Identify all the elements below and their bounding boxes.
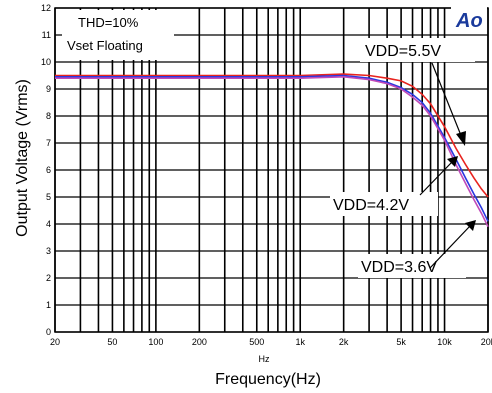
y-axis-title: Output Voltage (Vrms)	[14, 79, 31, 237]
callout-arrowhead-3v6	[465, 220, 476, 231]
callout-box-3v6	[358, 254, 466, 278]
x-tick-label: 20k	[481, 337, 492, 347]
x-tick-label: 50	[107, 337, 117, 347]
x-tick-label: 500	[249, 337, 264, 347]
x-tick-label: 5k	[396, 337, 406, 347]
callout-arrowhead-4v2	[447, 156, 458, 167]
y-tick-label: 11	[42, 30, 51, 40]
y-tick-label: 4	[46, 219, 51, 229]
logo-box	[451, 7, 487, 31]
x-tick-label: 20	[50, 337, 60, 347]
callout-vdd-4v2: VDD=4.2V	[333, 197, 409, 214]
callout-arrowhead-5v5	[456, 131, 466, 146]
callout-box-4v2	[330, 192, 438, 216]
callout-vdd-5v5: VDD=5.5V	[365, 43, 441, 60]
series-line-1	[55, 74, 489, 222]
annotation-box	[62, 10, 174, 60]
plot-frame	[54, 7, 489, 333]
x-tick-label: 1k	[295, 337, 305, 347]
callout-arrow-5v5	[431, 62, 463, 139]
x-axis-title: Frequency(Hz)	[215, 371, 321, 388]
callout-arrow-4v2	[419, 161, 453, 196]
series-line-2	[55, 75, 489, 228]
y-tick-label: 10	[41, 57, 51, 67]
y-tick-label: 7	[46, 138, 51, 148]
callout-vdd-3v6: VDD=3.6V	[361, 259, 437, 276]
x-tick-label: 2k	[339, 337, 349, 347]
y-tick-label: 6	[46, 165, 51, 175]
series-line-0	[55, 73, 489, 198]
annotation-thd: THD=10%	[78, 15, 139, 30]
x-tick-label: 200	[192, 337, 207, 347]
x-tick-label: 10k	[437, 337, 452, 347]
series-lines	[55, 73, 489, 228]
annotation-vset: Vset Floating	[67, 38, 143, 53]
y-tick-label: 5	[46, 192, 51, 202]
y-tick-label: 2	[46, 273, 51, 283]
callout-box-5v5	[360, 38, 475, 62]
logo: Ao	[455, 10, 483, 32]
callout-arrow-3v6	[429, 225, 471, 269]
y-tick-label: 0	[46, 327, 51, 337]
x-axis-unit: Hz	[259, 354, 270, 364]
y-tick-label: 1	[46, 300, 51, 310]
x-tick-label: 100	[148, 337, 163, 347]
y-tick-label: 8	[46, 111, 51, 121]
x-tick-labels: 20 50 100 200 500 1k 2k 5k 10k 20k	[50, 337, 492, 347]
y-tick-label: 12	[41, 3, 51, 13]
y-tick-label: 3	[46, 246, 51, 256]
y-tick-label: 9	[46, 84, 51, 94]
